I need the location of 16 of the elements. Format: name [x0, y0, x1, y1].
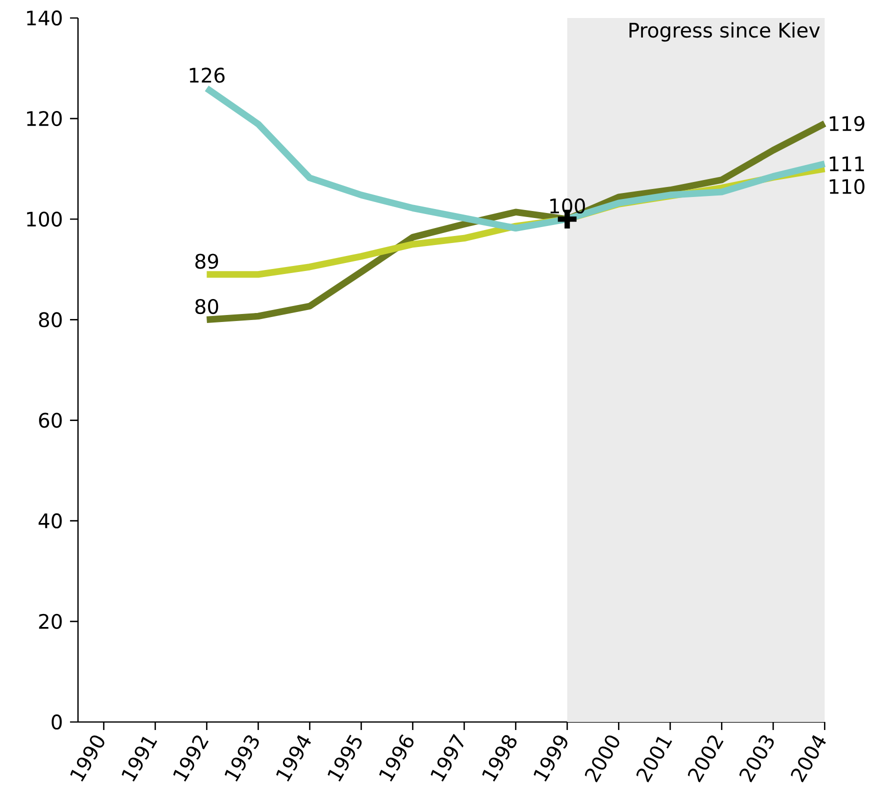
y-tick-label: 40 — [38, 513, 62, 528]
data-label: 100 — [550, 198, 585, 214]
data-label: 126 — [190, 68, 225, 83]
data-label: 119 — [830, 116, 864, 132]
data-label: 110 — [830, 178, 864, 194]
y-tick-label: 120 — [27, 110, 62, 126]
y-tick-label: 100 — [27, 212, 62, 227]
data-label: 89 — [195, 254, 218, 269]
data-label: 111 — [830, 156, 864, 172]
y-tick-label: 60 — [39, 412, 62, 428]
data-label: 80 — [195, 298, 218, 314]
y-tick-label: 80 — [39, 312, 62, 328]
y-tick-label: 140 — [27, 10, 62, 26]
y-tick-label: 0 — [52, 714, 62, 730]
band-label: Progress since Kiev — [630, 22, 820, 42]
y-tick-label: 20 — [39, 614, 62, 629]
